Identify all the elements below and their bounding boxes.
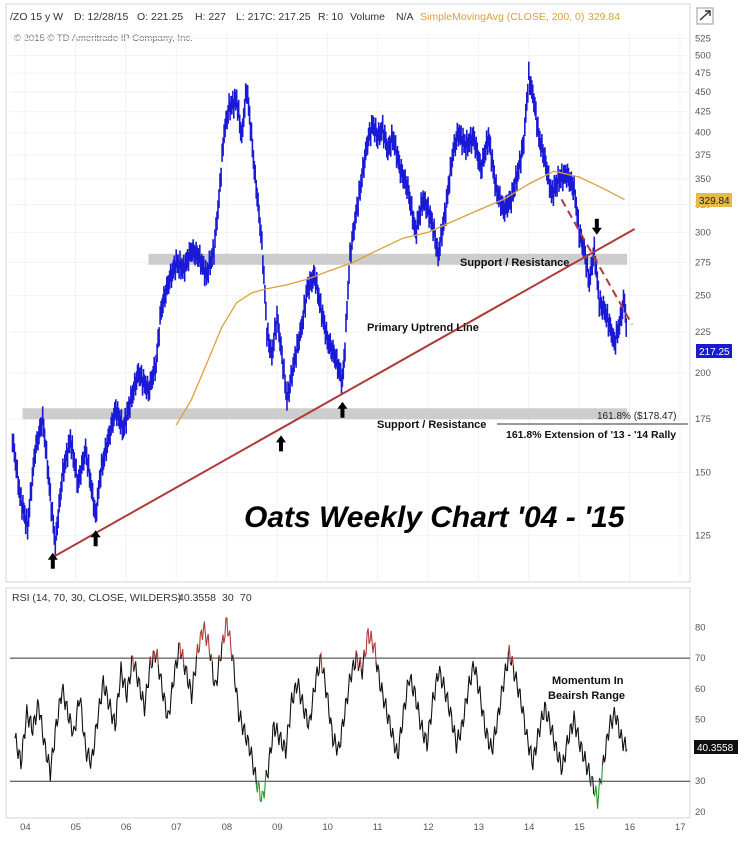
price-tick-label: 400 [695,128,711,139]
price-tick-label: 425 [695,107,711,118]
momentum-label-2: Beairsh Range [548,690,625,702]
rsi-level-low: 30 [222,592,234,604]
high-label: H: 227 [195,11,226,23]
price-tick-label: 375 [695,150,711,161]
price-tick-label: 250 [695,291,711,302]
price-tick-label: 125 [695,531,711,542]
price-tick-label: 475 [695,68,711,79]
svg-text:40.3558: 40.3558 [697,743,734,754]
time-tick-label: 07 [171,822,182,833]
momentum-label-1: Momentum In [552,675,624,687]
rsi-level-high: 70 [240,592,252,604]
time-tick-label: 04 [20,822,31,833]
extension-note: 161.8% Extension of '13 - '14 Rally [506,429,676,441]
last-price-badge: 217.25 [696,344,732,358]
volume-label: Volume [350,11,385,23]
price-tick-label: 350 [695,174,711,185]
time-tick-label: 11 [373,822,383,833]
symbol-label[interactable]: /ZO 15 y W [10,11,63,23]
low-label: L: 217 [236,11,265,23]
time-tick-label: 17 [675,822,686,833]
uptrend-label: Primary Uptrend Line [367,322,479,334]
rsi-tick-label: 60 [695,684,706,695]
price-tick-label: 450 [695,87,711,98]
time-tick-label: 14 [524,822,535,833]
time-tick-label: 15 [574,822,585,833]
date-label: D: 12/28/15 [74,11,128,23]
extension-level-label: 161.8% ($178.47) [597,411,677,422]
time-tick-label: 05 [70,822,81,833]
price-tick-label: 525 [695,34,711,45]
volume-value: N/A [396,11,414,23]
price-tick-label: 500 [695,50,711,61]
rsi-tick-label: 20 [695,807,706,818]
time-tick-label: 08 [222,822,233,833]
open-label: O: 221.25 [137,11,183,23]
time-tick-label: 16 [625,822,636,833]
time-tick-label: 09 [272,822,283,833]
rsi-tick-label: 50 [695,715,706,726]
range-label: R: 10 [318,11,343,23]
price-tick-label: 225 [695,327,711,338]
close-label: C: 217.25 [265,11,311,23]
price-tick-label: 150 [695,468,711,479]
price-tick-label: 200 [695,368,711,379]
price-tick-label: 175 [695,414,711,425]
price-tick-label: 275 [695,258,711,269]
indicator-value: 329.84 [588,11,620,23]
price-tick-label: 300 [695,227,711,238]
time-tick-label: 12 [423,822,434,833]
time-tick-label: 13 [473,822,484,833]
indicator-label[interactable]: SimpleMovingAvg (CLOSE, 200, 0) [420,11,584,23]
sma-badge: 329.84 [696,193,732,207]
rsi-badge: 40.3558 [694,740,738,754]
rsi-value: 40.3558 [178,592,216,604]
support-lower-label: Support / Resistance [377,419,486,431]
chart-title: Oats Weekly Chart '04 - '15 [244,501,626,534]
time-tick-label: 06 [121,822,132,833]
expand-icon[interactable] [697,8,713,24]
svg-text:217.25: 217.25 [699,347,730,358]
rsi-tick-label: 30 [695,776,706,787]
rsi-tick-label: 70 [695,653,706,664]
svg-text:329.84: 329.84 [699,196,730,207]
support-upper-label: Support / Resistance [460,257,569,269]
time-tick-label: 10 [322,822,333,833]
rsi-tick-label: 80 [695,622,706,633]
rsi-label[interactable]: RSI (14, 70, 30, CLOSE, WILDERS) [12,592,181,604]
